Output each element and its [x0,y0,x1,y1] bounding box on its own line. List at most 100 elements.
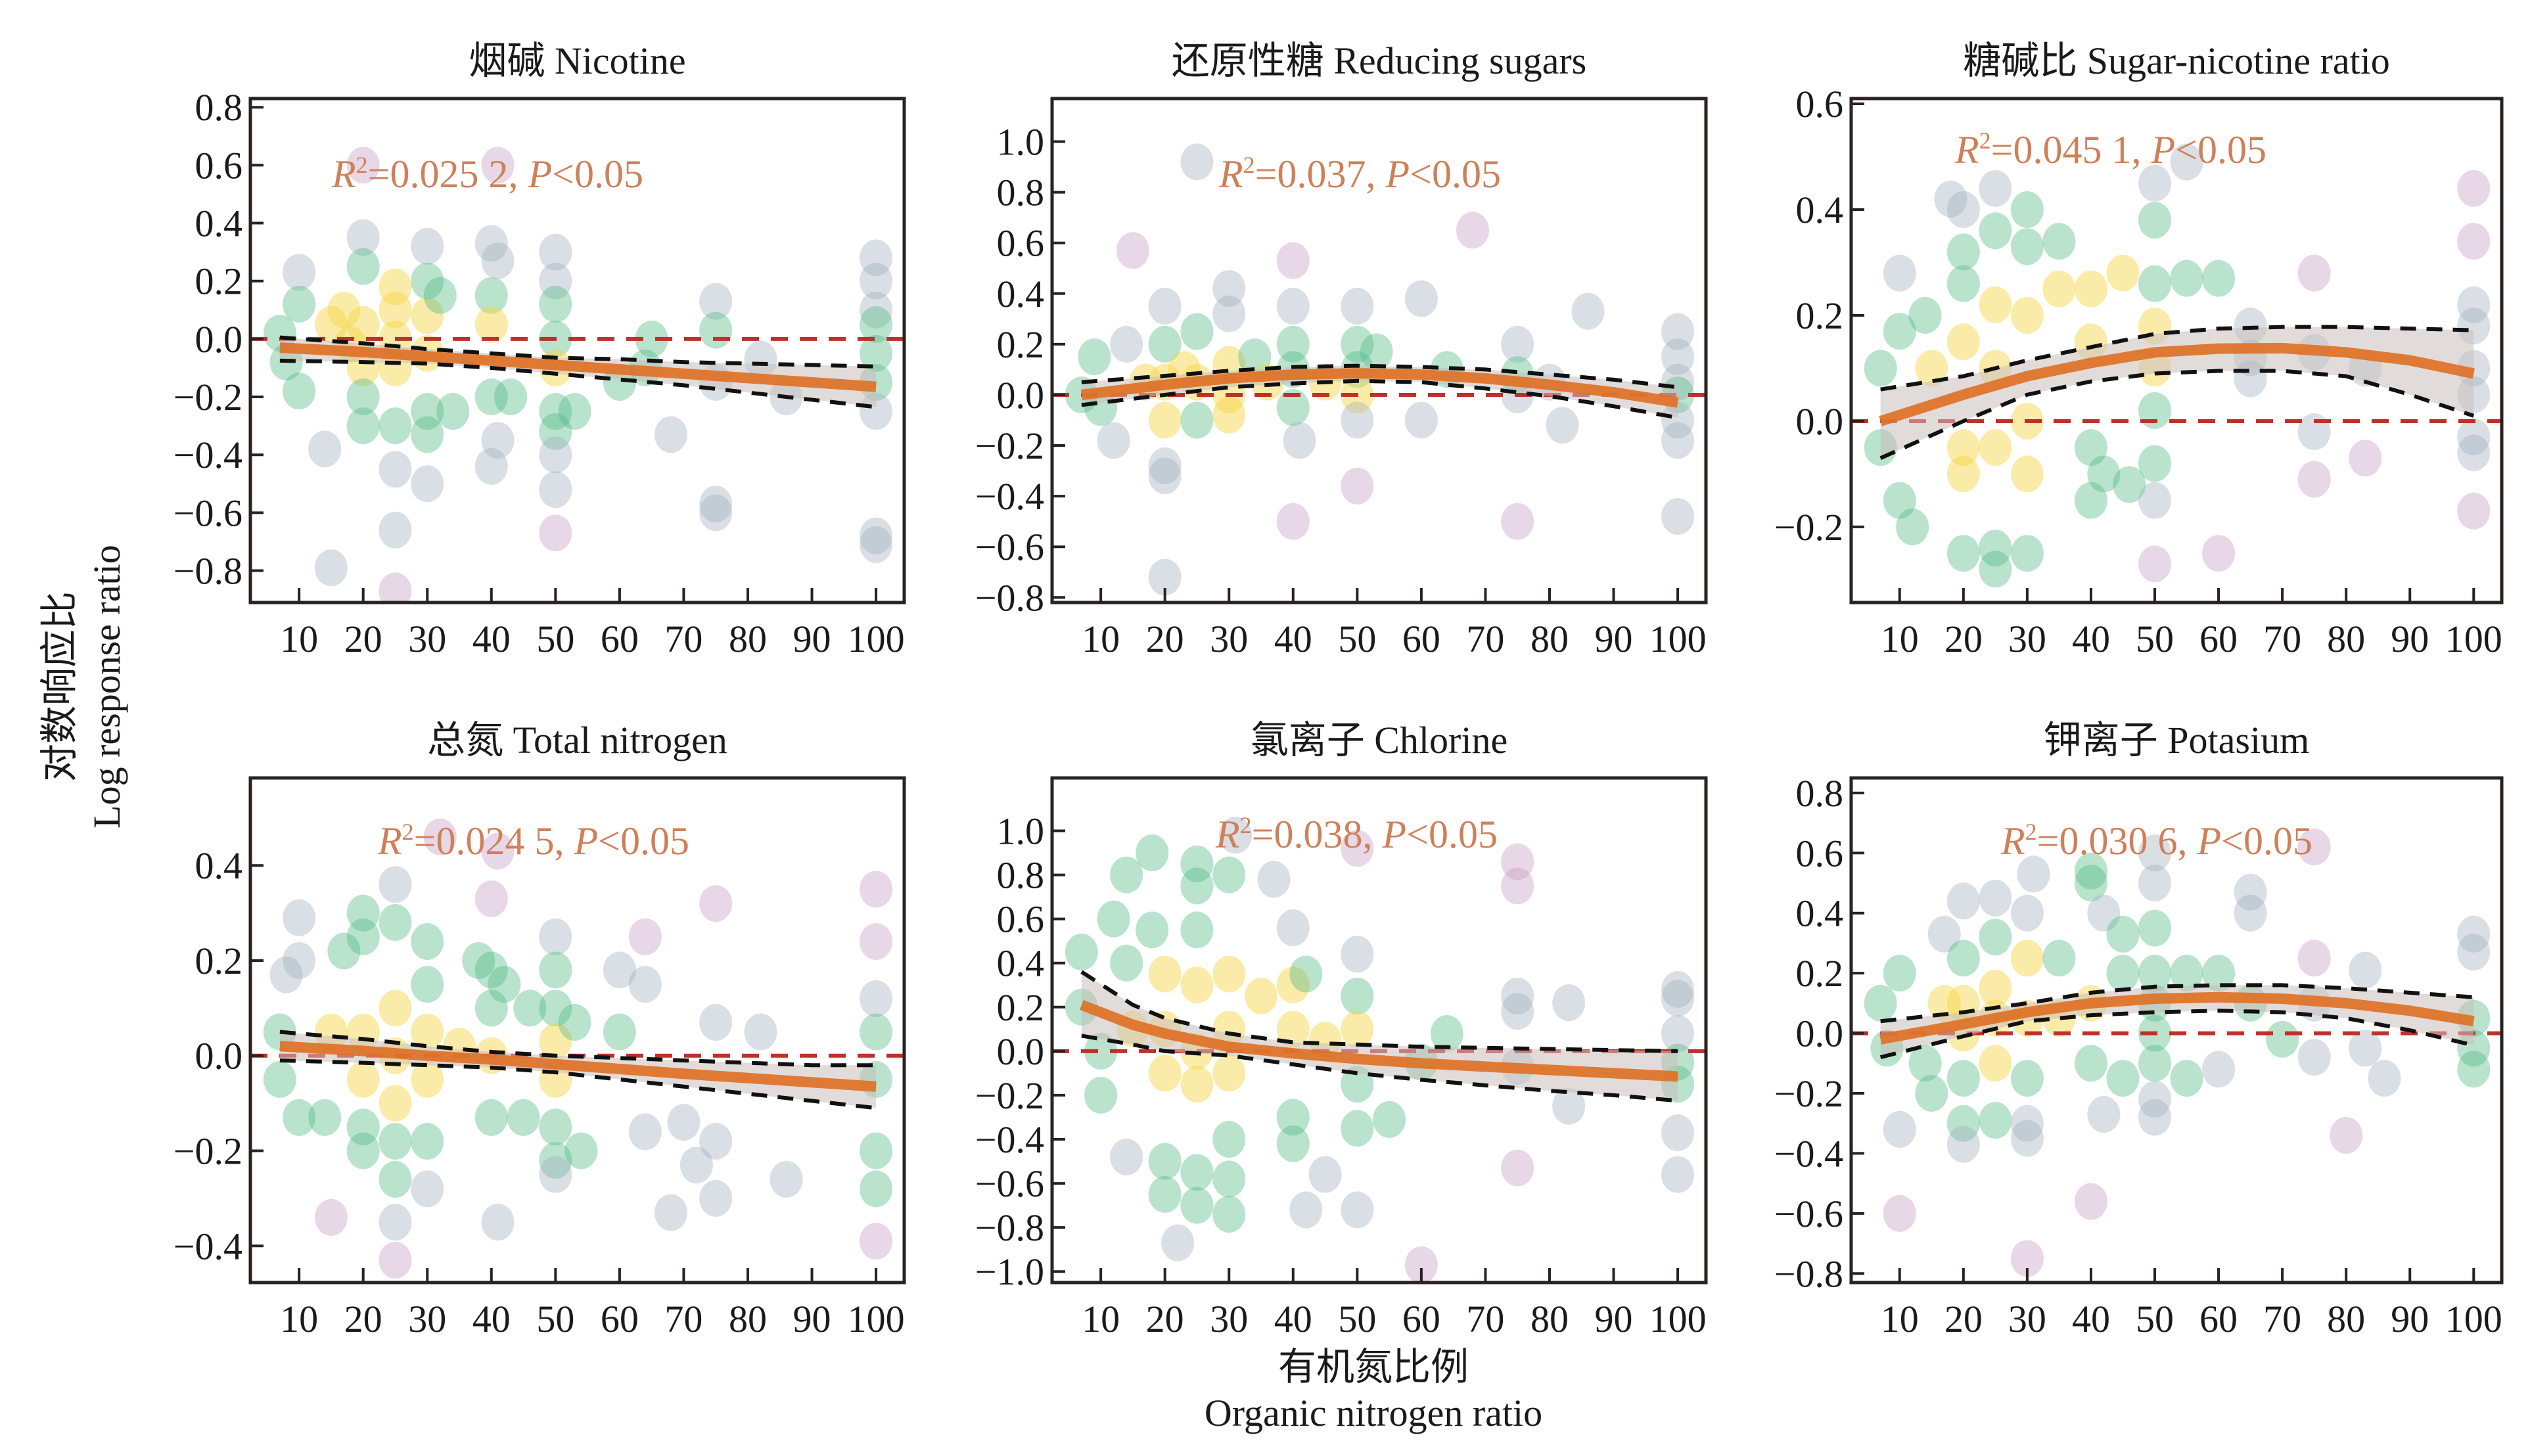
data-point-purple [1276,242,1310,279]
data-point-green [564,1132,598,1170]
data-point-gray [1276,288,1310,325]
x-tick-label: 50 [2136,618,2174,660]
data-point-green [308,1099,342,1136]
y-tick-label: −0.8 [975,576,1044,619]
x-tick-label: 60 [1402,618,1440,660]
data-point-gray [1180,143,1214,181]
data-point-green [2170,955,2203,992]
ci-upper-line [1081,363,1678,390]
x-tick-label: 80 [2327,1298,2365,1340]
data-point-green [1276,325,1310,363]
data-point-green [2010,228,2044,265]
y-tick-label: −1.0 [975,1250,1044,1293]
data-point-gray [283,254,316,291]
data-point-green [2106,955,2140,992]
x-tick-label: 100 [848,1298,905,1340]
data-point-purple [860,923,893,961]
data-point-green [474,277,508,314]
data-point-green [2042,223,2076,260]
x-tick-label: 70 [2263,1298,2301,1340]
data-point-gray [283,942,316,979]
x-tick-label: 60 [2199,618,2238,660]
data-point-green [539,285,572,323]
data-point-purple [2297,254,2331,292]
x-tick-label: 50 [536,618,574,660]
y-tick-label: −0.2 [1774,1072,1843,1115]
data-point-purple [2297,829,2331,866]
data-point-yellow [1915,350,1948,387]
x-tick-label: 70 [1466,1298,1504,1340]
data-point-gray [314,549,348,587]
data-point-purple [2202,535,2236,572]
y-tick-label: 0.8 [997,171,1045,214]
data-point-green [2087,455,2121,493]
data-point-green [1979,212,2012,250]
data-point-gray [379,1204,412,1241]
data-point-gray [2087,894,2121,932]
y-tick-label: −0.2 [1774,506,1843,549]
data-point-green [603,1013,636,1051]
x-axis-title-cn: 有机氮比例 [1278,1346,1469,1388]
data-point-gray [2010,1104,2044,1142]
panel-6: 钾离子 Potasium 0.8 0.6 0.4 0.2 0.0 −0.2 −0.4 −0.6 −… [1774,719,2504,1340]
data-point-purple [379,572,412,603]
data-point-green [1212,1160,1246,1198]
data-point-green [1946,1104,1980,1142]
data-point-gray [2017,855,2050,893]
data-point-gray [2138,1081,2171,1118]
data-point-gray [411,227,444,265]
data-point-green [474,1099,508,1136]
data-point-purple [423,818,457,855]
data-point-gray [2234,894,2267,932]
ci-upper-line [1880,325,2474,392]
data-point-gray [1979,170,2012,207]
y-tick-label: 0.2 [195,940,243,982]
ci-lower-line [1081,378,1678,420]
data-point-green [1864,350,1897,387]
data-point-green [474,990,508,1027]
data-point-yellow [1979,286,2012,323]
y-tick-label: 0.2 [1796,294,1844,337]
plot-frame [1050,97,1708,604]
data-point-green [1110,856,1143,894]
data-point-gray [1308,1156,1342,1193]
y-axis-title: 对数响应比 Log response ratio [38,545,128,829]
data-point-yellow [474,306,508,343]
data-point-green [1148,1175,1182,1213]
x-tick-label: 40 [472,618,511,660]
data-point-green [539,1108,572,1146]
x-tick-label: 90 [793,618,831,660]
data-point-green [1946,1060,1980,1097]
data-point-green [1979,530,2012,567]
data-point-gray [603,951,636,989]
data-point-green [379,1160,412,1198]
data-point-gray [2138,834,2171,872]
r-squared-annotation: R2=0.024 5, P<0.05 [377,819,689,863]
data-point-green [1180,1154,1214,1191]
data-point-gray [379,451,412,488]
data-point-yellow [2106,254,2140,292]
y-tick-label: 0.8 [195,86,243,129]
data-point-green [2170,1060,2203,1097]
data-point-green [379,1123,412,1160]
data-point-green [1908,1045,1942,1082]
data-point-green [1180,313,1214,350]
fit-curve [1879,991,2475,1045]
data-point-green [2010,535,2044,572]
data-point-gray [539,471,572,509]
data-point-green [2138,909,2171,947]
y-tick-label: 1.0 [997,809,1045,852]
y-tick-label: −0.8 [975,1206,1044,1249]
data-point-purple [1456,212,1489,249]
data-point-yellow [1148,401,1182,439]
data-point-gray [1661,1156,1695,1193]
data-point-green [860,1132,893,1170]
panel-1: 烟碱 Nicotine 0.8 0.6 0.4 0.2 0.0 −0.2 −0.4 −0.6 −0… [173,39,906,660]
data-point-green [1238,338,1272,376]
data-point-gray [679,1147,713,1184]
data-point-gray [1148,457,1182,495]
y-tick-label: −0.2 [975,424,1044,467]
y-tick-label: −0.4 [173,434,242,476]
data-point-yellow [346,1060,380,1098]
ci-upper-line [1880,983,2474,1024]
